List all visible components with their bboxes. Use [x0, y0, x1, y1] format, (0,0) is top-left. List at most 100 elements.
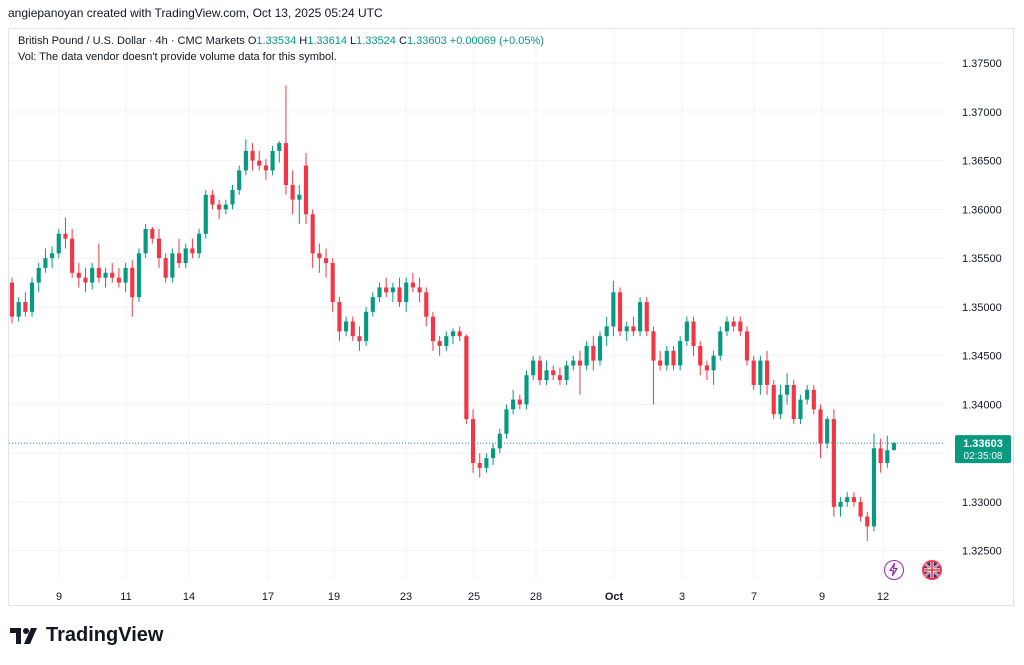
candle-48[interactable] — [323, 248, 329, 278]
candle-16[interactable] — [110, 263, 115, 283]
candle-99[interactable] — [664, 345, 669, 371]
candle-83[interactable] — [557, 367, 562, 385]
candle-91[interactable] — [611, 280, 616, 337]
candle-31[interactable] — [210, 189, 215, 210]
candle-44[interactable] — [297, 185, 302, 225]
candle-128[interactable] — [858, 497, 863, 522]
candle-115[interactable] — [771, 380, 776, 420]
candle-73[interactable] — [491, 443, 496, 465]
candle-41[interactable] — [277, 141, 282, 163]
candle-120[interactable] — [805, 384, 810, 405]
candle-1[interactable] — [9, 277, 15, 324]
candle-24[interactable] — [163, 253, 168, 283]
candle-96[interactable] — [644, 297, 649, 337]
candle-56[interactable] — [377, 282, 382, 303]
candle-55[interactable] — [370, 292, 375, 317]
candle-131[interactable] — [878, 438, 883, 473]
candle-4[interactable] — [29, 277, 35, 317]
candle-64[interactable] — [430, 311, 436, 351]
candle-21[interactable] — [143, 224, 148, 259]
uk-flag-icon[interactable] — [922, 560, 942, 580]
candle-112[interactable] — [751, 355, 756, 390]
candle-119[interactable] — [798, 394, 803, 424]
candle-66[interactable] — [444, 331, 449, 351]
candle-13[interactable] — [90, 263, 95, 290]
candle-68[interactable] — [457, 326, 462, 342]
candle-60[interactable] — [404, 277, 409, 312]
candle-11[interactable] — [76, 263, 81, 288]
candle-100[interactable] — [671, 345, 676, 371]
candle-126[interactable] — [845, 492, 850, 507]
candle-72[interactable] — [484, 453, 489, 473]
candle-130[interactable] — [871, 433, 877, 532]
candle-51[interactable] — [344, 316, 349, 337]
candle-9[interactable] — [63, 217, 68, 249]
candle-109[interactable] — [731, 316, 736, 332]
candle-17[interactable] — [116, 267, 121, 288]
candle-54[interactable] — [364, 306, 369, 346]
candle-40[interactable] — [270, 146, 275, 176]
candle-37[interactable] — [250, 143, 255, 171]
candle-65[interactable] — [437, 336, 442, 356]
candle-36[interactable] — [243, 139, 248, 176]
candle-12[interactable] — [83, 267, 88, 293]
candle-22[interactable] — [150, 226, 155, 244]
candle-95[interactable] — [638, 297, 643, 337]
candle-82[interactable] — [551, 365, 556, 381]
candle-105[interactable] — [704, 360, 709, 381]
candle-39[interactable] — [263, 158, 268, 181]
candle-127[interactable] — [851, 492, 856, 507]
candle-116[interactable] — [778, 384, 783, 420]
candle-35[interactable] — [237, 165, 242, 195]
candle-29[interactable] — [197, 228, 202, 259]
candle-118[interactable] — [791, 380, 796, 424]
candle-49[interactable] — [330, 258, 335, 312]
candle-78[interactable] — [524, 370, 529, 410]
candle-74[interactable] — [497, 428, 502, 454]
candle-85[interactable] — [571, 355, 576, 371]
candle-117[interactable] — [785, 373, 790, 405]
candle-84[interactable] — [564, 360, 569, 385]
candle-92[interactable] — [617, 287, 623, 337]
candle-14[interactable] — [96, 243, 101, 283]
candle-132[interactable] — [885, 435, 890, 468]
candle-46[interactable] — [310, 209, 315, 268]
candle-104[interactable] — [698, 341, 703, 376]
candle-70[interactable] — [470, 409, 476, 473]
candle-59[interactable] — [397, 277, 402, 307]
candle-114[interactable] — [764, 350, 770, 395]
candle-125[interactable] — [838, 497, 843, 517]
candle-75[interactable] — [504, 404, 509, 439]
candle-15[interactable] — [103, 267, 108, 288]
candle-47[interactable] — [317, 243, 322, 273]
candle-67[interactable] — [450, 328, 456, 344]
candle-98[interactable] — [658, 350, 663, 371]
candle-69[interactable] — [464, 334, 469, 424]
candle-5[interactable] — [36, 263, 41, 293]
candle-97[interactable] — [651, 326, 656, 405]
candle-79[interactable] — [531, 355, 536, 381]
candle-129[interactable] — [865, 511, 870, 541]
candle-32[interactable] — [217, 199, 222, 220]
candle-3[interactable] — [23, 292, 28, 317]
candle-18[interactable] — [123, 263, 128, 293]
candle-103[interactable] — [691, 316, 696, 356]
candle-113[interactable] — [758, 355, 763, 395]
candle-33[interactable] — [223, 199, 228, 215]
candle-71[interactable] — [477, 453, 482, 478]
candle-58[interactable] — [390, 282, 395, 303]
candle-89[interactable] — [597, 331, 603, 366]
candle-107[interactable] — [718, 326, 723, 361]
candle-19[interactable] — [130, 260, 135, 317]
candle-76[interactable] — [511, 389, 516, 415]
candle-93[interactable] — [624, 321, 629, 342]
candle-87[interactable] — [584, 341, 589, 371]
candle-80[interactable] — [537, 355, 542, 385]
candle-50[interactable] — [337, 297, 342, 342]
candle-8[interactable] — [56, 228, 61, 259]
candle-122[interactable] — [818, 404, 823, 459]
tradingview-brand[interactable]: TradingView — [10, 624, 163, 647]
candle-77[interactable] — [517, 394, 522, 410]
candle-28[interactable] — [190, 238, 195, 259]
